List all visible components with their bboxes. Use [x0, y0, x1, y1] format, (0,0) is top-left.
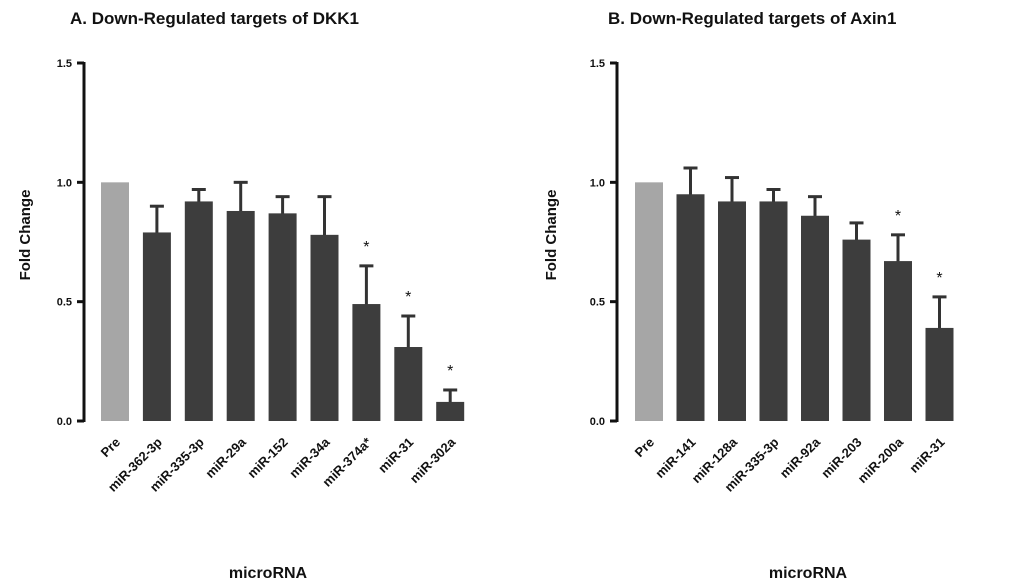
panel-b-error-bar	[891, 233, 905, 264]
panel-b-title: B. Down-Regulated targets of Axin1	[608, 9, 896, 28]
panel-b-y-tick-label: 0.0	[590, 416, 605, 428]
panel-a-category-label: miR-29a	[202, 434, 249, 481]
panel-a-error-bar	[275, 195, 290, 216]
panel-a-bar	[352, 304, 381, 421]
panel-a: A. Down-Regulated targets of DKK1 Fold C…	[17, 9, 465, 582]
panel-b-category-label: miR-31	[906, 435, 947, 476]
panel-a-error-bar	[359, 264, 374, 307]
panel-a-error-bar	[317, 195, 332, 237]
panel-a-bar	[394, 347, 423, 421]
panel-a-category-label: miR-302a	[407, 434, 459, 486]
panel-b-error-bar	[725, 176, 739, 204]
panel-b-y-tick-label: 0.5	[590, 297, 605, 309]
panel-a-significance-mark: *	[405, 289, 411, 306]
panel-b-error-bar	[849, 221, 864, 242]
panel-a-category-label: miR-31	[375, 435, 416, 476]
panel-b-marks: 0.00.51.01.5PremiR-141miR-128amiR-335-3p…	[590, 58, 954, 495]
panel-b-error-bar	[932, 295, 947, 330]
panel-b-bar	[759, 201, 788, 421]
panel-a-bar	[436, 401, 465, 421]
panel-a-error-bar	[443, 388, 458, 404]
panel-b-bar	[925, 327, 954, 421]
panel-a-bar	[101, 182, 129, 421]
panel-a-title: A. Down-Regulated targets of DKK1	[70, 9, 359, 28]
panel-a-bar	[310, 234, 339, 421]
panel-b-bar	[635, 182, 663, 421]
panel-b-bar	[842, 239, 871, 421]
panel-b-error-bar	[808, 195, 822, 218]
panel-b-category-label: Pre	[632, 435, 657, 460]
panel-a-significance-mark: *	[447, 363, 453, 380]
panel-a-y-tick-label: 1.0	[57, 177, 72, 189]
panel-b-significance-mark: *	[936, 270, 942, 287]
panel-a-error-bar	[401, 314, 416, 350]
panel-a-y-tick-label: 0.5	[57, 297, 72, 309]
panel-a-significance-mark: *	[363, 239, 369, 256]
panel-b-category-label: miR-92a	[777, 434, 824, 481]
panel-b-y-tick-label: 1.0	[590, 177, 605, 189]
panel-a-bar	[184, 201, 213, 421]
panel-a-error-bar	[149, 204, 164, 235]
panel-b-error-bar	[683, 166, 698, 197]
panel-b-category-label: miR-200a	[855, 434, 907, 486]
panel-b-y-tick-label: 1.5	[590, 58, 605, 70]
panel-a-marks: 0.00.51.01.5PremiR-362-3pmiR-335-3pmiR-2…	[57, 58, 465, 495]
panel-a-bar	[268, 213, 297, 421]
panel-a-error-bar	[191, 187, 206, 204]
panel-b-x-axis-label: microRNA	[769, 565, 848, 582]
panel-b-error-bar	[766, 187, 781, 204]
panel-a-y-tick-label: 1.5	[57, 58, 72, 70]
panel-b-bar	[884, 261, 912, 421]
panel-a-y-axis-label: Fold Change	[17, 190, 34, 281]
panel-a-bar	[226, 210, 255, 421]
panel-b-significance-mark: *	[895, 208, 901, 225]
panel-b-bar	[801, 215, 829, 421]
panel-a-y-tick-label: 0.0	[57, 416, 72, 428]
panel-b-bar	[676, 194, 705, 421]
panel-a-category-label: miR-152	[244, 435, 290, 481]
panel-a-x-axis-label: microRNA	[229, 565, 308, 582]
panel-a-category-label: Pre	[98, 435, 123, 460]
panel-b-y-axis-label: Fold Change	[543, 190, 560, 281]
panel-b: B. Down-Regulated targets of Axin1 Fold …	[543, 9, 954, 582]
panel-b-bar	[718, 201, 746, 421]
panel-a-bar	[142, 232, 171, 421]
panel-a-error-bar	[233, 180, 248, 213]
